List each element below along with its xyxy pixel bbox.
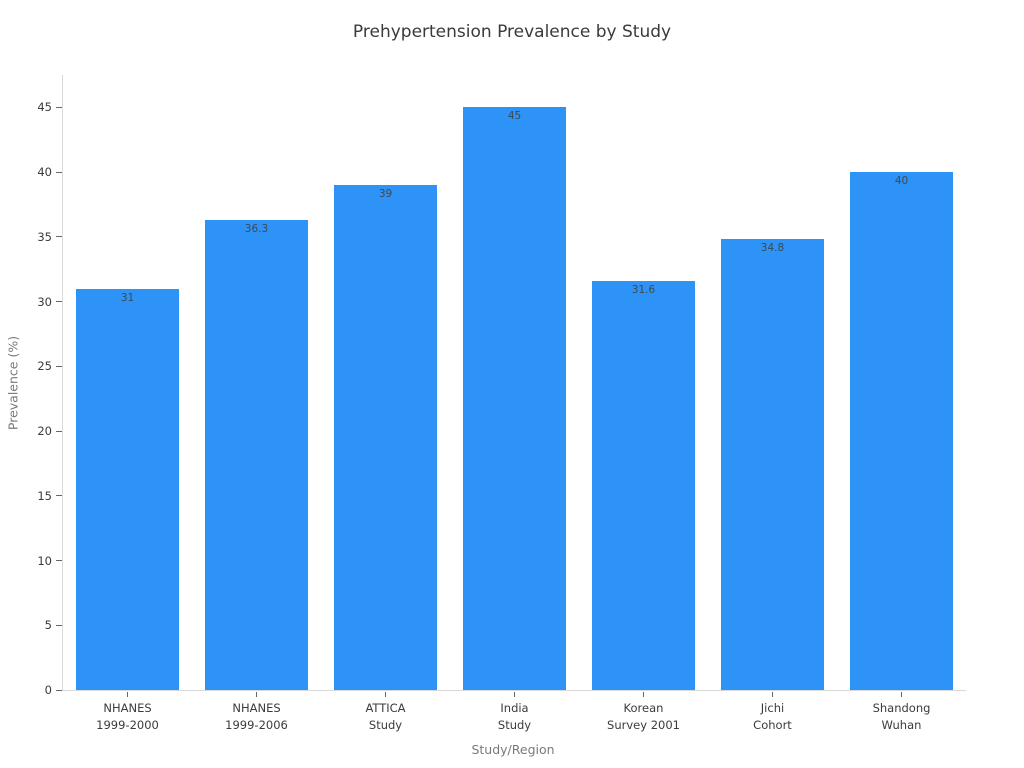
x-tick-mark: [514, 691, 515, 697]
bar-value-label: 31: [120, 291, 135, 304]
y-tick-label: 10: [37, 553, 52, 568]
x-tick-label-line: NHANES: [232, 701, 281, 715]
x-tick-label-line: ATTICA: [365, 701, 406, 715]
x-tick-label-line: Shandong: [872, 701, 931, 715]
y-tick-mark: [56, 365, 62, 367]
y-tick-mark: [56, 430, 62, 432]
x-tick-label-line: Jichi: [760, 701, 785, 715]
y-tick-label: 35: [37, 229, 52, 244]
x-tick-mark: [256, 691, 257, 697]
x-tick-label: Shandong Wuhan: [873, 700, 931, 734]
bar-value-label: 34.8: [760, 242, 785, 255]
x-tick-label-line: Cohort: [753, 718, 792, 732]
y-tick-mark: [56, 624, 62, 626]
y-tick-label: 40: [37, 165, 52, 180]
x-tick-mark: [385, 691, 386, 697]
x-tick-label: NHANES 1999-2000: [96, 700, 159, 734]
y-tick-label: 25: [37, 359, 52, 374]
y-tick-mark: [56, 236, 62, 238]
y-tick-label: 0: [44, 683, 52, 697]
bar: [849, 172, 954, 690]
x-tick-label-line: Korean: [623, 701, 664, 715]
bar: [720, 239, 825, 690]
bar-value-label: 31.6: [631, 283, 656, 296]
x-tick-label: NHANES 1999-2006: [225, 700, 288, 734]
x-tick-label-line: Study: [368, 718, 403, 732]
x-tick-label-line: Study: [497, 718, 532, 732]
bar: [333, 185, 438, 690]
x-tick-mark: [772, 691, 773, 697]
x-tick-label: Korean Survey 2001: [607, 700, 680, 734]
x-tick-label-line: Survey 2001: [607, 718, 680, 732]
y-tick-label: 30: [37, 294, 52, 309]
x-tick-label-line: NHANES: [103, 701, 152, 715]
bar: [462, 107, 567, 690]
chart-title: Prehypertension Prevalence by Study: [352, 22, 672, 42]
x-axis-title: Study/Region: [471, 742, 555, 757]
x-tick-mark: [901, 691, 902, 697]
y-tick-label: 15: [37, 488, 52, 503]
bar-value-label: 45: [507, 110, 522, 123]
y-tick-mark: [56, 560, 62, 562]
x-tick-label: Jichi Cohort: [753, 700, 792, 734]
x-tick-label-line: 1999-2000: [96, 718, 159, 732]
bar-value-label: 40: [894, 175, 909, 188]
bar-value-label: 36.3: [244, 223, 269, 235]
x-tick-label: ATTICA Study: [365, 700, 405, 734]
plot-area: 0 5 10 15 20 25 30 35 40 45 31 NHANES 1999-2000 36.3 N…: [37, 75, 966, 732]
bar: [591, 280, 696, 690]
x-tick-label-line: India: [500, 701, 529, 715]
y-tick-label: 45: [37, 100, 52, 115]
y-tick-label: 20: [37, 424, 52, 439]
x-tick-label-line: 1999-2006: [225, 718, 288, 732]
y-tick-mark: [56, 171, 62, 173]
bar: [204, 220, 309, 690]
x-tick-label: India Study: [498, 700, 531, 734]
bar-value-label: 39: [378, 188, 393, 201]
y-tick-mark: [56, 106, 62, 108]
bar: [75, 288, 180, 690]
x-tick-label-line: Wuhan: [881, 718, 922, 732]
x-tick-mark: [127, 691, 128, 697]
y-tick-mark: [56, 689, 62, 691]
y-tick-label: 5: [44, 618, 52, 633]
y-tick-mark: [56, 301, 62, 303]
x-tick-mark: [643, 691, 644, 697]
y-axis-title: Prevalence (%): [5, 335, 21, 431]
y-tick-mark: [56, 495, 62, 497]
